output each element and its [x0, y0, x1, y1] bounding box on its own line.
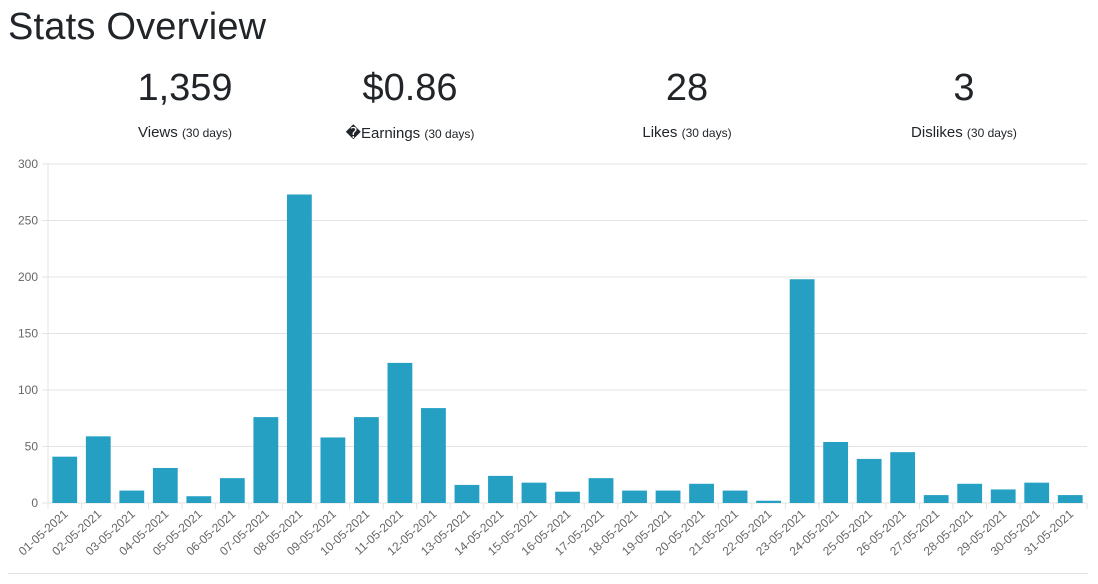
stat-earnings-label-line: �Earnings (30 days) [273, 124, 547, 142]
bar-18-05-2021 [622, 490, 647, 503]
bar-31-05-2021 [1057, 495, 1083, 503]
bar-27-05-2021 [923, 495, 949, 503]
bar-16-05-2021 [555, 491, 580, 503]
views-bar-chart-svg: 05010015020025030001-05-202102-05-202103… [16, 157, 1088, 558]
y-tick-label: 200 [18, 270, 38, 284]
stat-dislikes-label: Dislikes [911, 123, 963, 141]
bar-21-05-2021 [722, 490, 748, 503]
bar-06-05-2021 [219, 478, 245, 503]
stat-views: 1,359 Views (30 days) [48, 60, 322, 141]
y-tick-label: 250 [18, 214, 38, 228]
views-chart: 0 50 100 150 200 250 300 01-05-2021 02-05-2021 03… [0, 150, 1098, 576]
bar-01-05-2021 [52, 456, 78, 503]
y-tick-label: 0 [31, 496, 38, 510]
bar-20-05-2021 [689, 483, 714, 503]
stat-earnings-period: (30 days) [424, 126, 475, 141]
bar-02-05-2021 [85, 436, 111, 503]
bar-13-05-2021 [454, 484, 480, 503]
y-tick-label: 300 [18, 157, 38, 171]
stat-dislikes-value: 3 [953, 67, 975, 109]
bar-11-05-2021 [387, 362, 413, 503]
stat-views-period: (30 days) [181, 125, 232, 140]
stat-views-label: Views [138, 123, 178, 141]
bar-10-05-2021 [354, 417, 379, 503]
bar-23-05-2021 [789, 279, 815, 503]
stat-dislikes-label-line: Dislikes (30 days) [827, 124, 1098, 141]
bar-12-05-2021 [421, 408, 446, 503]
bottom-divider [8, 573, 1088, 574]
stat-views-value: 1,359 [137, 67, 233, 109]
stat-earnings-value: $0.86 [362, 67, 458, 109]
bar-15-05-2021 [521, 482, 547, 503]
bar-26-05-2021 [890, 452, 916, 503]
stat-likes-value: 28 [665, 67, 709, 109]
stat-views-label-line: Views (30 days) [48, 124, 322, 141]
bar-30-05-2021 [1024, 482, 1050, 503]
y-tick-label: 150 [18, 327, 38, 341]
bar-22-05-2021 [756, 500, 781, 503]
stat-likes-label-line: Likes (30 days) [550, 124, 824, 141]
page-title: Stats Overview [8, 6, 267, 48]
y-tick-label: 50 [25, 440, 39, 454]
bar-08-05-2021 [286, 194, 312, 503]
stat-likes: 28 Likes (30 days) [550, 60, 824, 141]
bar-05-05-2021 [186, 496, 212, 503]
stat-earnings-label: �Earnings [345, 124, 421, 142]
bar-07-05-2021 [253, 417, 279, 503]
bar-04-05-2021 [152, 467, 178, 503]
stat-dislikes-period: (30 days) [966, 125, 1017, 140]
stat-earnings: $0.86 �Earnings (30 days) [273, 60, 547, 142]
bar-09-05-2021 [320, 437, 346, 503]
bar-14-05-2021 [488, 475, 513, 503]
stats-summary: 1,359 Views (30 days) $0.86 �Earnings (3… [0, 60, 1098, 150]
bar-03-05-2021 [119, 490, 145, 503]
bar-24-05-2021 [823, 441, 849, 503]
stat-likes-period: (30 days) [681, 125, 732, 140]
stat-likes-label: Likes [642, 123, 678, 141]
bar-19-05-2021 [655, 490, 681, 503]
y-tick-label: 100 [18, 383, 38, 397]
stat-dislikes: 3 Dislikes (30 days) [827, 60, 1098, 141]
bar-29-05-2021 [990, 489, 1016, 503]
bar-28-05-2021 [957, 483, 983, 503]
bar-17-05-2021 [588, 478, 614, 503]
bar-25-05-2021 [856, 458, 882, 503]
